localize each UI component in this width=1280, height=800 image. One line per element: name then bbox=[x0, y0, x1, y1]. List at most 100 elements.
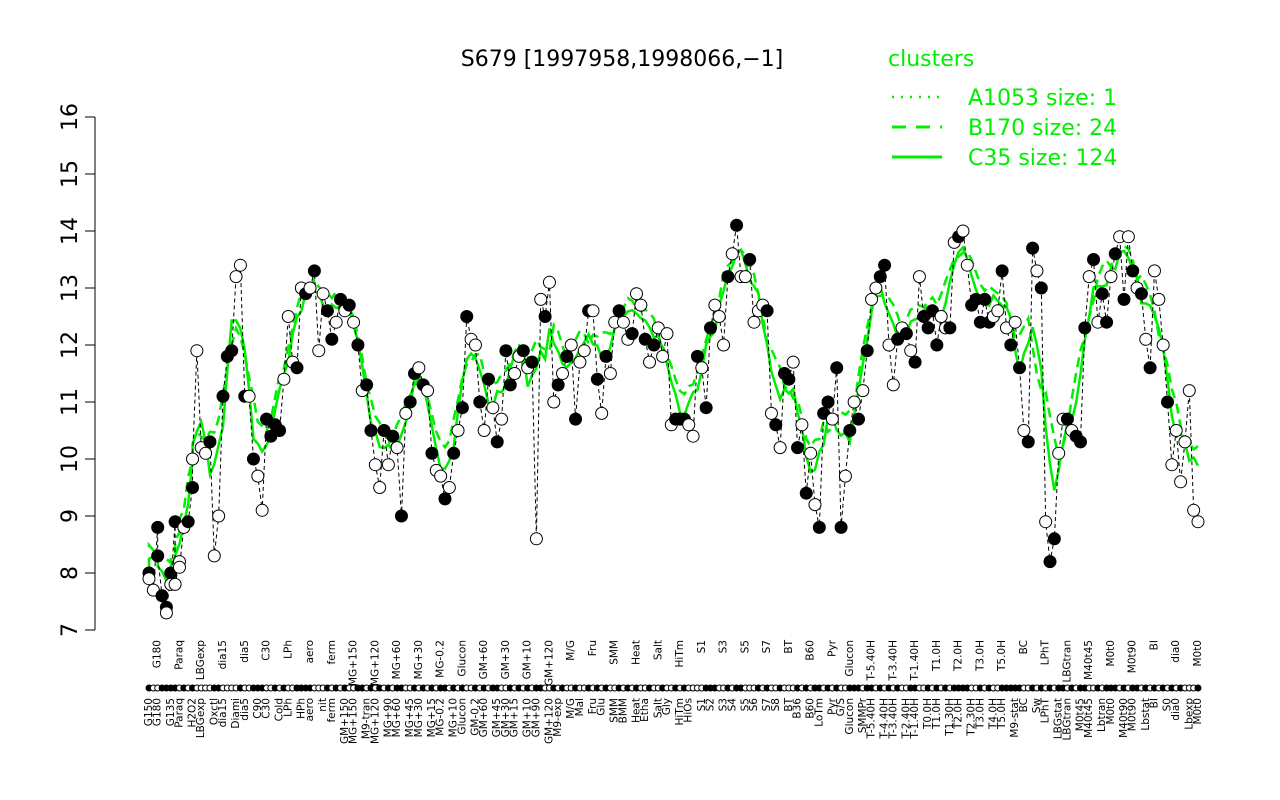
data-point bbox=[699, 401, 713, 415]
data-point bbox=[725, 247, 739, 261]
x-tick-label: MG+90 bbox=[382, 698, 394, 737]
data-point bbox=[246, 452, 260, 466]
x-tick-label: SMM bbox=[609, 698, 621, 723]
x-tick-label: LBGexp bbox=[195, 698, 207, 738]
data-point bbox=[1100, 315, 1114, 329]
x-tick-label: HiOs bbox=[683, 698, 695, 723]
x-tick-label: GM+45 bbox=[491, 698, 503, 737]
x-tick-label-upper: GM+30 bbox=[500, 640, 512, 679]
x-tick-label: GM+60 bbox=[478, 698, 490, 737]
x-tick-label: T2.30H bbox=[966, 698, 978, 737]
data-point bbox=[1013, 361, 1027, 375]
data-point bbox=[960, 258, 974, 272]
data-point bbox=[708, 298, 722, 312]
data-point bbox=[1161, 395, 1175, 409]
x-tick-label: LPhT bbox=[1040, 697, 1052, 723]
data-point bbox=[730, 218, 744, 232]
data-point bbox=[921, 321, 935, 335]
data-point bbox=[312, 344, 326, 358]
y-tick-label: 8 bbox=[58, 566, 83, 580]
x-tick-label-upper: GM+120 bbox=[543, 640, 555, 686]
x-tick-label-upper: BC bbox=[1018, 640, 1030, 654]
data-point bbox=[560, 349, 574, 363]
data-point bbox=[943, 321, 957, 335]
x-tick-label-upper: S5 bbox=[739, 640, 751, 653]
data-point bbox=[773, 441, 787, 455]
data-point bbox=[303, 281, 317, 295]
data-point bbox=[386, 429, 400, 443]
data-point bbox=[455, 401, 469, 415]
data-point bbox=[812, 520, 826, 534]
x-tick-marker bbox=[1194, 684, 1202, 692]
x-tick-label-upper: aero bbox=[304, 640, 316, 663]
x-tick-label-upper: T3.0H bbox=[974, 640, 986, 672]
x-tick-label: HiTm bbox=[674, 698, 686, 725]
data-point bbox=[347, 315, 361, 329]
data-point bbox=[403, 395, 417, 409]
x-tick-label: MG+15 bbox=[426, 698, 438, 737]
x-tick-label-upper: M40t45 bbox=[1083, 640, 1095, 680]
y-tick-label: 12 bbox=[58, 331, 83, 359]
x-tick-label: BC bbox=[1018, 698, 1030, 712]
data-point bbox=[764, 406, 778, 420]
legend-entry-b170: B170 size: 24 bbox=[968, 116, 1117, 141]
data-point bbox=[421, 384, 435, 398]
data-markers bbox=[142, 218, 1205, 620]
data-point bbox=[795, 418, 809, 432]
data-point bbox=[172, 560, 186, 574]
data-point bbox=[577, 344, 591, 358]
data-point bbox=[843, 424, 857, 437]
x-tick-label-upper: M0t0 bbox=[1105, 640, 1117, 667]
data-point bbox=[538, 310, 552, 323]
x-tick-label-upper: ferm bbox=[326, 640, 338, 665]
x-tick-label: C30 bbox=[261, 698, 273, 719]
x-tick-label: MG+120 bbox=[369, 698, 381, 744]
data-point bbox=[277, 372, 291, 386]
data-point bbox=[225, 344, 239, 358]
data-point bbox=[460, 310, 474, 323]
x-tick-label: S3 bbox=[718, 698, 730, 711]
data-point bbox=[782, 372, 796, 386]
x-tick-label-upper: MG-0.2 bbox=[435, 640, 447, 678]
data-point bbox=[542, 275, 556, 289]
x-tick-label: Diami bbox=[230, 698, 242, 729]
y-tick-label: 14 bbox=[58, 217, 83, 245]
x-tick-label: T1.30H bbox=[944, 698, 956, 737]
data-point bbox=[442, 481, 456, 494]
x-tick-label: BT bbox=[783, 697, 795, 711]
x-tick-label: T-3.40H bbox=[887, 698, 899, 740]
data-point bbox=[851, 412, 865, 426]
x-tick-label: M9-stat bbox=[1009, 698, 1021, 738]
data-point bbox=[1104, 270, 1118, 284]
data-point bbox=[1169, 424, 1183, 437]
x-tick-label-upper: T2.0H bbox=[953, 640, 965, 672]
x-tick-label: MG-0.2 bbox=[435, 698, 447, 736]
data-point bbox=[360, 378, 374, 392]
x-tick-label-upper: B60 bbox=[805, 640, 817, 661]
data-point bbox=[569, 412, 583, 426]
data-point bbox=[703, 321, 717, 335]
x-tick-label-upper: M/G bbox=[565, 640, 577, 661]
x-tick-label: Paraq bbox=[173, 698, 185, 728]
data-point bbox=[873, 270, 887, 284]
x-tick-label: T5.0H bbox=[996, 698, 1008, 730]
x-tick-label-upper: LPhT bbox=[1040, 639, 1052, 665]
data-point bbox=[690, 349, 704, 363]
y-tick-label: 11 bbox=[58, 388, 83, 416]
x-tick-label: HPh bbox=[295, 698, 307, 719]
data-point bbox=[769, 418, 783, 432]
data-point bbox=[320, 304, 334, 318]
x-tick-label: H2O2 bbox=[187, 698, 199, 728]
data-point bbox=[447, 446, 461, 460]
x-tick-label-upper: S1 bbox=[696, 640, 708, 653]
data-point bbox=[373, 481, 387, 494]
x-tick-label: Lbexp bbox=[1183, 698, 1195, 730]
x-tick-label: MG+10 bbox=[448, 698, 460, 737]
x-tick-label: C90 bbox=[252, 698, 264, 719]
data-point bbox=[477, 424, 491, 437]
data-point bbox=[516, 344, 530, 358]
data-point bbox=[721, 270, 735, 284]
data-point bbox=[599, 349, 613, 363]
